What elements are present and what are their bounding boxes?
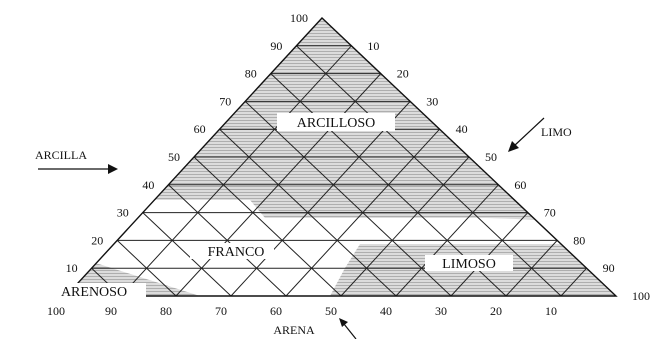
- triangle-grid: [91, 45, 587, 297]
- grid-line-limo: [340, 156, 470, 297]
- zone-label-arcilloso: ARCILLOSO: [297, 116, 376, 131]
- tick-right-10: 10: [367, 39, 379, 53]
- tick-right-100: 100: [632, 289, 650, 303]
- left-axis-ticks: 10 20 30 40 50 60 70 80 90 100: [66, 11, 308, 275]
- grid-line-arena: [296, 45, 562, 297]
- bottom-axis-ticks: 100 90 80 70 60 50 40 30 20 10: [47, 304, 557, 318]
- zone-label-limoso: LIMOSO: [442, 257, 496, 272]
- grid-line-arena: [193, 156, 342, 297]
- tick-right-80: 80: [573, 233, 585, 247]
- tick-right-50: 50: [485, 150, 497, 164]
- tick-bottom-50: 50: [325, 304, 337, 318]
- grid-line-limo: [395, 184, 499, 297]
- zone-label-bg-arenoso: [44, 283, 146, 299]
- grid-line-limo: [560, 267, 587, 297]
- zone-label-arenoso: ARENOSO: [61, 285, 127, 300]
- tick-right-90: 90: [603, 261, 615, 275]
- arrow-arcilla-icon: [38, 164, 118, 174]
- grid-line-arena: [244, 101, 452, 297]
- zone-label-bg-limoso: [425, 255, 513, 271]
- tick-bottom-90: 90: [105, 304, 117, 318]
- axis-title-arena: ARENA: [273, 323, 315, 337]
- tick-right-40: 40: [456, 122, 468, 136]
- arrow-arena-icon: [339, 318, 357, 339]
- tick-left-80: 80: [245, 67, 257, 81]
- zone-label-bg-franco: [190, 243, 274, 259]
- tick-bottom-40: 40: [380, 304, 392, 318]
- tick-left-20: 20: [91, 233, 103, 247]
- grid-line-limo: [230, 101, 411, 297]
- axis-title-arcilla: ARCILLA: [35, 148, 87, 162]
- tick-bottom-20: 20: [490, 304, 502, 318]
- tick-left-30: 30: [117, 206, 129, 220]
- zone-label-bg-arcilloso: [277, 113, 395, 131]
- tick-bottom-30: 30: [435, 304, 447, 318]
- grid-line-limo: [450, 212, 529, 297]
- tick-left-70: 70: [219, 94, 231, 108]
- tick-right-60: 60: [514, 178, 526, 192]
- tick-left-90: 90: [270, 39, 282, 53]
- tick-bottom-100: 100: [47, 304, 65, 318]
- triangle-outline: [64, 17, 618, 297]
- grid-line-arena: [142, 212, 232, 297]
- grid-line-limo: [120, 45, 352, 297]
- tick-left-50: 50: [168, 150, 180, 164]
- tick-bottom-10: 10: [545, 304, 557, 318]
- tick-left-60: 60: [194, 122, 206, 136]
- tick-left-40: 40: [142, 178, 154, 192]
- tick-bottom-70: 70: [215, 304, 227, 318]
- grid-line-arena: [168, 184, 287, 297]
- tick-bottom-80: 80: [160, 304, 172, 318]
- tick-right-20: 20: [397, 67, 409, 81]
- grid-line-limo: [505, 240, 558, 297]
- arrow-limo-icon: [508, 117, 545, 152]
- axis-title-limo: LIMO: [541, 125, 572, 139]
- tick-right-30: 30: [426, 94, 438, 108]
- tick-right-70: 70: [544, 206, 556, 220]
- zone-label-franco: FRANCO: [208, 245, 265, 260]
- tick-left-100: 100: [290, 11, 308, 25]
- tick-bottom-60: 60: [270, 304, 282, 318]
- right-axis-ticks: 10 20 30 40 50 60 70 80 90 100: [367, 39, 650, 303]
- tick-left-10: 10: [66, 261, 78, 275]
- grid-line-arena: [116, 240, 177, 297]
